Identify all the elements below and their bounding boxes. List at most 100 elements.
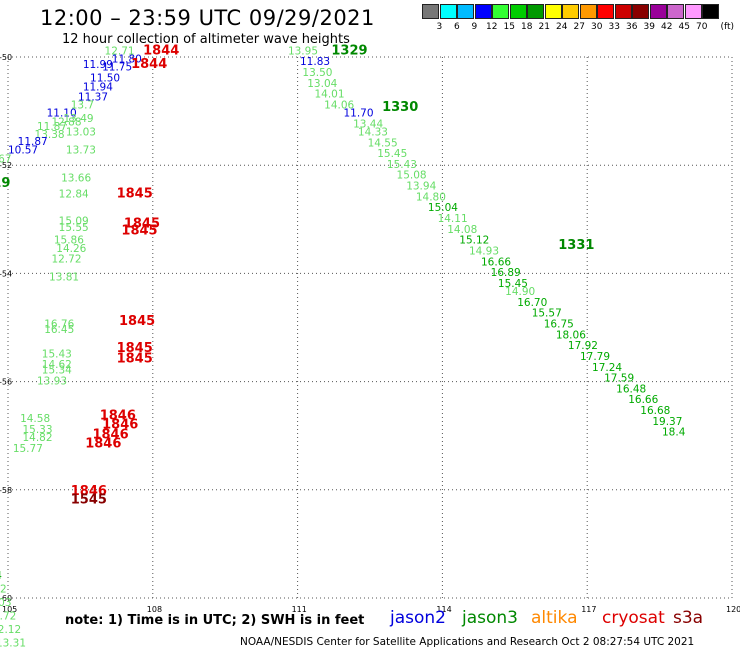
lon-tick-label: 111 [292, 605, 307, 614]
scale-label: 12 [486, 22, 498, 32]
time-label: 1846 [92, 427, 128, 442]
scale-label: 18 [521, 22, 533, 32]
swh-value: 17.59 [604, 373, 634, 385]
swh-value: 18.4 [662, 427, 686, 439]
map-axis-ticks: -50 -52 -54 -56 -58 -60 105 108 111 114 117 120 [0, 53, 740, 614]
swh-value: 11.37 [78, 91, 108, 103]
swh-value: 14.26 [56, 243, 86, 255]
legend-altika: altika [531, 608, 578, 628]
swh-value: 13.7 [71, 99, 94, 111]
time-label: 1845 [117, 341, 153, 356]
swh-value: 13.67 [0, 153, 12, 165]
time-label: 1846 [71, 484, 107, 499]
legend-s3a: s3a [673, 608, 704, 628]
swh-value: 13.95 [288, 45, 318, 57]
time-label: 1545 [71, 492, 107, 507]
swh-value: 17.79 [580, 351, 610, 363]
scale-label: 36 [626, 22, 638, 32]
time-label: 1846 [100, 408, 136, 423]
swh-value: 16.89 [491, 267, 521, 279]
swh-value: 14.72 [0, 611, 16, 623]
swh-value: 16.48 [616, 383, 646, 395]
swh-value: 11.87 [18, 136, 48, 148]
swh-value: 14.62 [42, 359, 72, 371]
swh-value: 16.75 [544, 319, 574, 331]
swh-value: 15.45 [498, 278, 528, 290]
swh-value: 15.86 [54, 235, 84, 247]
scale-swatch [667, 4, 684, 19]
lon-tick-label: 117 [581, 605, 596, 614]
swh-value: 13.73 [66, 144, 96, 156]
swh-value: 18.06 [556, 329, 586, 341]
lon-tick-label: 120 [726, 605, 740, 614]
swh-value: 15.33 [22, 424, 52, 436]
swh-value: 15.12 [459, 235, 489, 247]
time-label: 2119 [0, 176, 10, 191]
scale-swatch [422, 4, 439, 19]
swh-value: 11.83 [300, 56, 330, 68]
scale-swatch [614, 4, 632, 19]
scale-swatch [579, 4, 597, 19]
scale-label: 45 [678, 22, 690, 32]
lon-tick-label: 105 [2, 605, 17, 614]
swh-value: 13.31 [0, 638, 26, 650]
swh-value: 13.66 [61, 172, 91, 184]
time-label: 1331 [558, 238, 594, 253]
footer-note: note: 1) Time is in UTC; 2) SWH is in fe… [65, 613, 365, 628]
time-label: 1845 [121, 223, 157, 238]
time-labels: 1844184418451845184518451845184518461846… [0, 43, 594, 507]
swh-value: 15.08 [397, 170, 427, 182]
swh-value: 15.09 [59, 216, 89, 228]
swh-value: 15.45 [377, 148, 407, 160]
swh-value: 14.55 [368, 137, 398, 149]
time-label: 1845 [119, 314, 155, 329]
legend-jason2: jason2 [390, 608, 446, 628]
swh-value: 14.08 [447, 224, 477, 236]
scale-swatch [527, 4, 544, 19]
swh-value: 17.24 [592, 362, 622, 374]
lon-tick-label: 108 [147, 605, 162, 614]
swh-value: 15.43 [42, 348, 72, 360]
swh-value: 11.87 [37, 121, 67, 133]
legend-cryosat: cryosat [602, 608, 665, 628]
swh-value: 15.04 [428, 202, 458, 214]
swh-value: 16.66 [628, 394, 658, 406]
scale-swatch [649, 4, 667, 19]
swh-value: 14.93 [469, 245, 499, 257]
swh-value: 11.99 [83, 59, 113, 71]
scale-label: 21 [538, 22, 550, 32]
lat-tick-label: -50 [0, 53, 12, 62]
scale-swatch [474, 4, 492, 19]
scale-swatch [544, 4, 562, 19]
swh-value: 14.82 [22, 432, 52, 444]
lat-tick-label: -52 [0, 161, 12, 170]
swh-value: 11.70 [343, 108, 373, 120]
swh-value: 14.80 [416, 191, 446, 203]
swh-value: 17.92 [568, 340, 598, 352]
scale-swatch [492, 4, 509, 19]
scale-label: 33 [608, 22, 620, 32]
scale-swatch [562, 4, 579, 19]
swh-value: 19.37 [652, 416, 682, 428]
scale-unit: (ft) [720, 22, 735, 32]
swh-value: 13.81 [49, 271, 79, 283]
swh-value: 10.57 [8, 144, 38, 156]
swh-value: 13.04 [307, 78, 337, 90]
swh-value: 11.75 [102, 62, 132, 74]
swh-value: 11.50 [90, 72, 120, 84]
swh-value: 15.43 [387, 159, 417, 171]
swh-value: 13.93 [37, 375, 67, 387]
lat-tick-label: -54 [0, 269, 12, 278]
swh-value: 12.12 [0, 624, 21, 636]
swh-value: 15.55 [59, 222, 89, 234]
swh-value: 11.10 [47, 108, 77, 120]
scale-swatch [597, 4, 614, 19]
time-label: 1845 [117, 352, 153, 367]
swh-value: 11.94 [83, 82, 113, 94]
time-label: 1845 [124, 216, 160, 231]
swh-value: 15.14 [0, 570, 2, 582]
scale-label: 39 [643, 22, 655, 32]
swh-value: 12.84 [59, 189, 89, 201]
swh-value: 16.68 [640, 405, 670, 417]
time-label: 1330 [382, 100, 418, 115]
